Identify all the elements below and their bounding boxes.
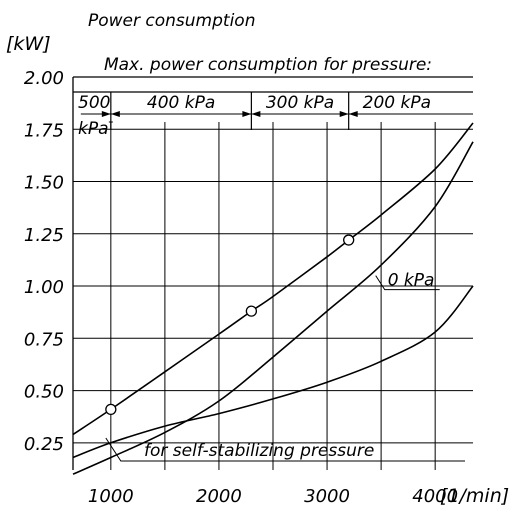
bottom-label-leader	[105, 437, 465, 462]
zone-label: 300 kPa	[266, 93, 334, 113]
x-tick-label: 3000	[304, 486, 350, 507]
marker-layer	[105, 234, 355, 416]
zone-label: 400 kPa	[147, 93, 215, 113]
curve-label: 0 kPa	[388, 271, 435, 291]
y-tick-label: 1.50	[24, 173, 64, 194]
x-tick-label: 2000	[196, 486, 242, 507]
chart-header-text: Max. power consumption for pressure:	[104, 55, 432, 75]
zone-arrowhead	[242, 111, 252, 117]
zone-label: 500	[78, 93, 110, 113]
zone-arrowhead	[339, 111, 349, 117]
pressure-zones: 500 kPa 400 kPa 300 kPa 200 kPa	[78, 92, 473, 139]
curve-label-leader	[375, 275, 440, 291]
data-point-marker	[105, 403, 117, 416]
chart-title: Power consumption	[88, 11, 255, 31]
y-tick-label: 1.00	[24, 277, 64, 298]
y-tick-label: 2.00	[24, 68, 64, 89]
y-tick-label: 0.25	[24, 434, 64, 455]
x-unit-label: [1/min]	[440, 485, 509, 507]
series-line-3	[72, 285, 474, 459]
series-line-1	[72, 122, 474, 436]
data-point-marker	[343, 234, 355, 246]
y-tick-label: 0.50	[24, 382, 64, 403]
tick-labels: 0.25 0.50 0.75 1.00 1.25 1.50 1.75 2.00 1000 2000…	[24, 68, 458, 507]
x-tick-label: 1000	[88, 486, 134, 507]
series-line-2	[72, 141, 474, 475]
zone-label-unit: kPa	[78, 119, 109, 139]
y-tick-label: 1.75	[24, 120, 64, 141]
self-stabilizing-label: for self-stabilizing pressure	[144, 441, 374, 461]
data-point-marker	[245, 305, 258, 317]
zone-label: 200 kPa	[363, 93, 431, 113]
zone-arrowhead	[348, 111, 358, 117]
y-tick-label: 0.75	[24, 329, 64, 350]
zone-arrowhead	[101, 111, 111, 117]
series-layer: 0 kPa	[72, 122, 474, 475]
zone-arrowhead	[110, 111, 120, 117]
x-tick-label: 4000	[412, 486, 458, 507]
y-tick-label: 1.25	[24, 225, 64, 246]
zone-arrowhead	[251, 111, 261, 117]
y-unit-label: [kW]	[6, 33, 51, 55]
